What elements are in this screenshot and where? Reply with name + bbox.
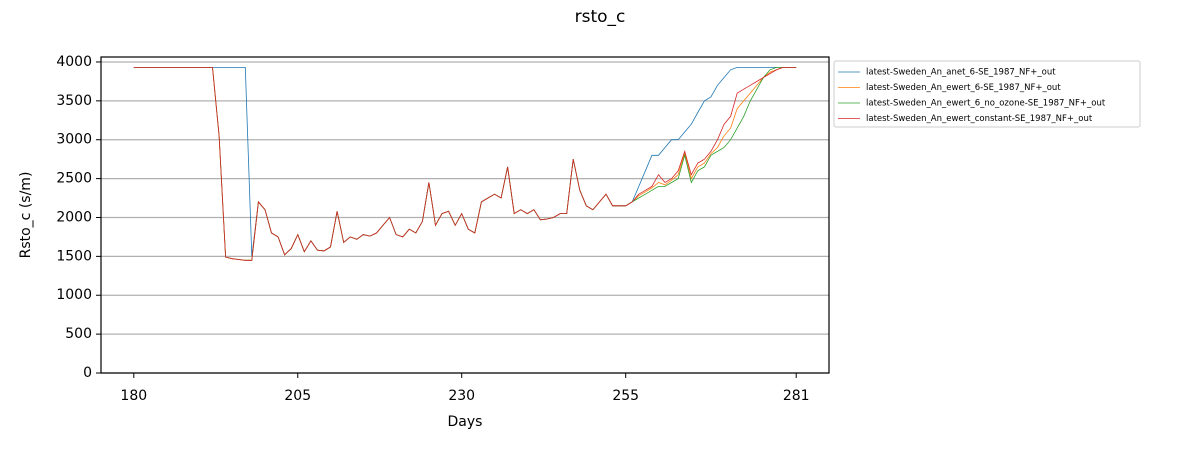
- legend: latest-Sweden_An_anet_6-SE_1987_NF+_outl…: [833, 60, 1141, 128]
- y-tick-label: 1500: [56, 248, 92, 264]
- plot-frame: [100, 56, 830, 374]
- x-tick-label: 180: [120, 388, 147, 404]
- y-tick-label: 500: [65, 326, 92, 342]
- y-tick-label: 3000: [56, 132, 92, 148]
- x-tick-label: 230: [448, 388, 475, 404]
- series-line: [133, 67, 797, 257]
- x-axis-label: Days: [448, 414, 483, 430]
- y-tick-label: 2500: [56, 171, 92, 187]
- series-line: [133, 67, 797, 261]
- y-tick-label: 3500: [56, 93, 92, 109]
- y-axis-label: Rsto_c (s/m): [18, 172, 34, 259]
- y-tick-label: 0: [83, 365, 92, 381]
- legend-label: latest-Sweden_An_ewert_constant-SE_1987_…: [866, 114, 1093, 124]
- y-tick-label: 2000: [56, 209, 92, 225]
- series-line: [133, 67, 797, 261]
- legend-label: latest-Sweden_An_anet_6-SE_1987_NF+_out: [866, 68, 1056, 78]
- y-tick-label: 4000: [56, 54, 92, 70]
- legend-label: latest-Sweden_An_ewert_6-SE_1987_NF+_out: [866, 83, 1061, 93]
- chart-title: rsto_c: [575, 7, 626, 27]
- x-tick-label: 205: [284, 388, 311, 404]
- legend-box: [833, 60, 1141, 128]
- legend-label: latest-Sweden_An_ewert_6_no_ozone-SE_198…: [866, 99, 1106, 109]
- y-tick-label: 1000: [56, 287, 92, 303]
- x-tick-label: 281: [783, 388, 810, 404]
- series-line: [133, 67, 797, 261]
- x-tick-label: 255: [612, 388, 639, 404]
